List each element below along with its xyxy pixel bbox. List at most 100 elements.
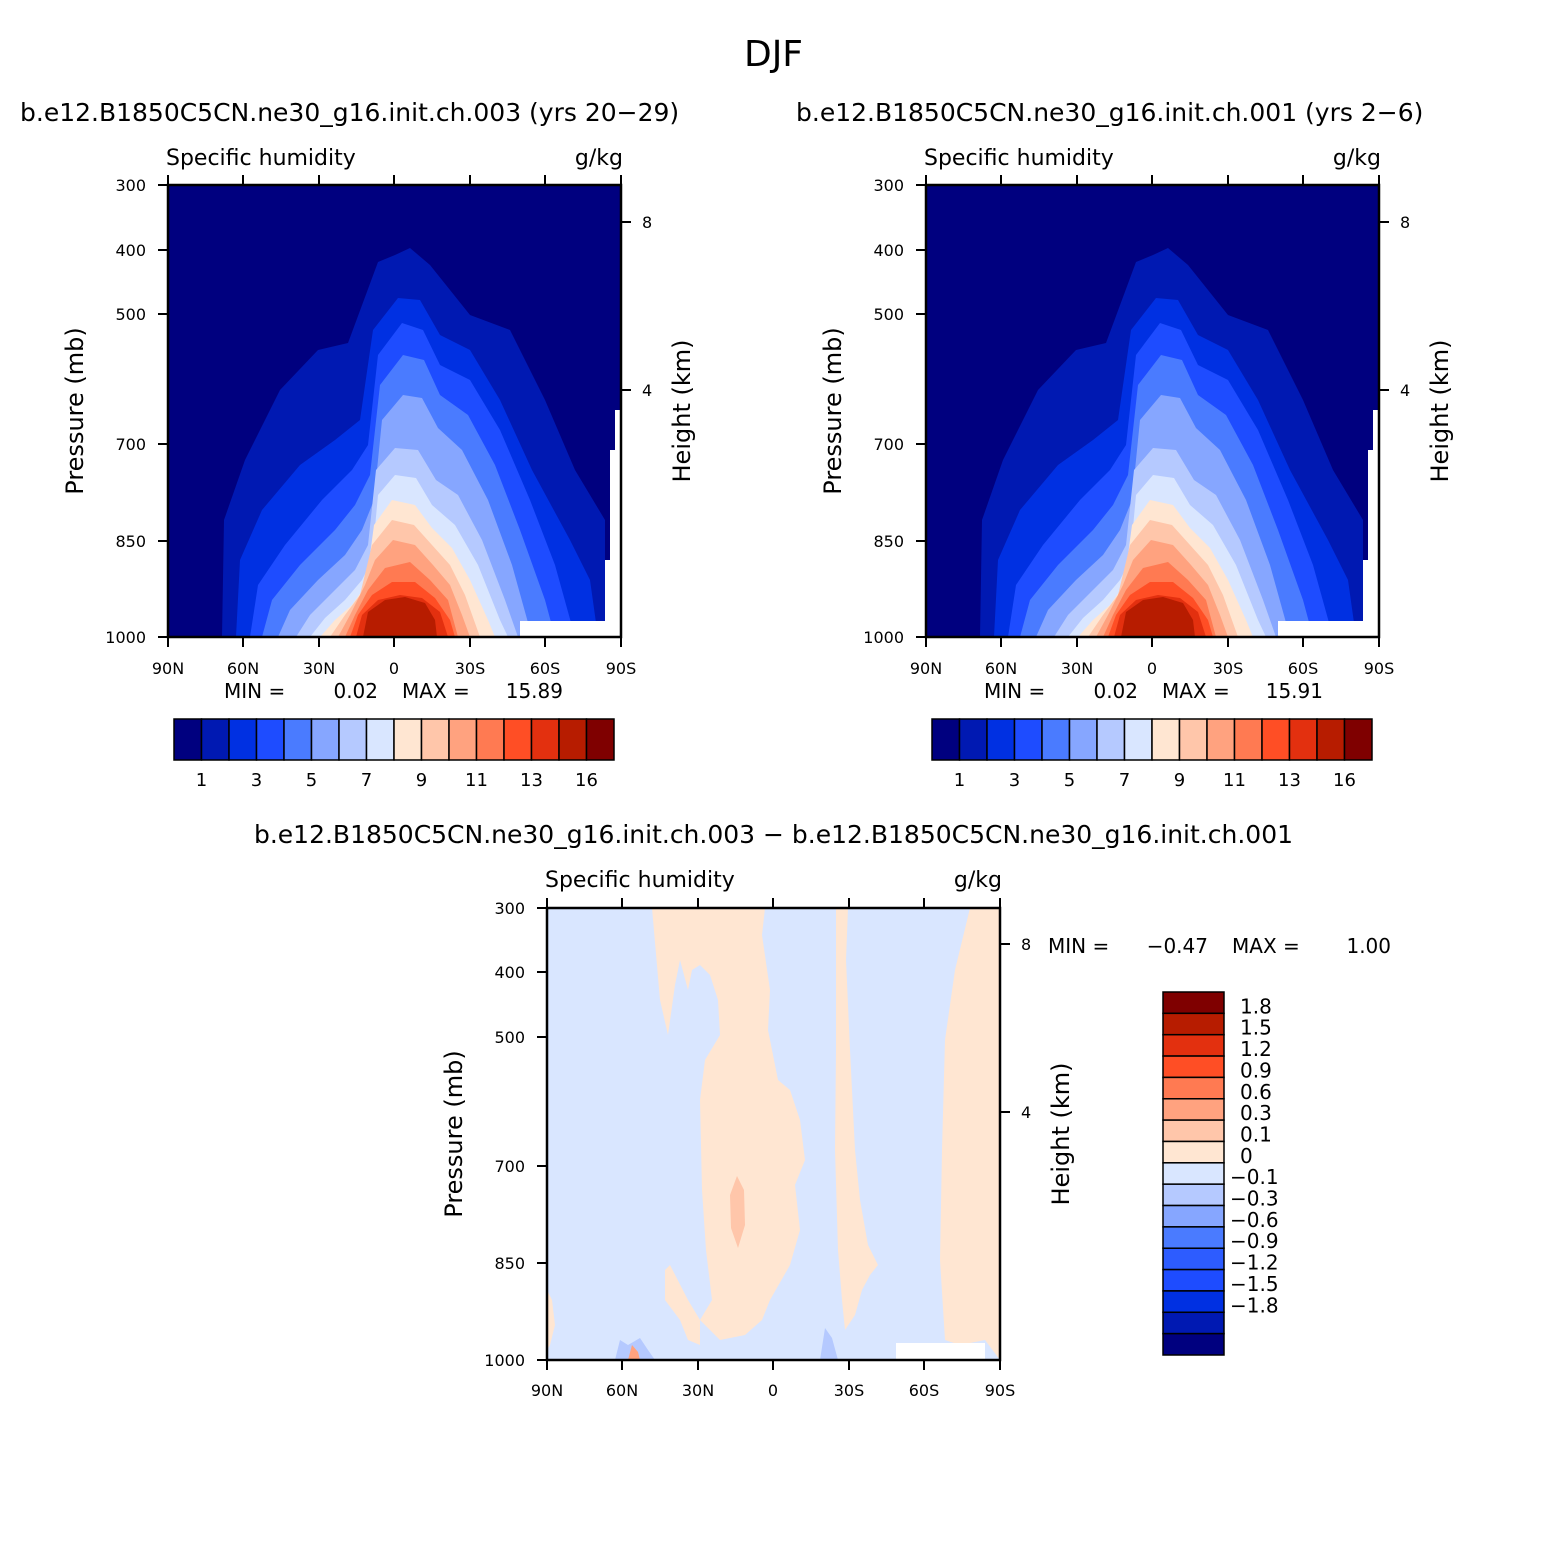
panel2-height-8: 8 [1400,213,1410,232]
panel2-colorbar-swatch [1068,718,1098,761]
panel1-min-label: MIN = [224,679,285,703]
panel3-xtick-60S: 60S [909,1381,940,1400]
panel3-surface-negative-2 [820,1328,838,1360]
panel3-positive-band-2 [835,908,878,1330]
panel3-left-edge [547,1290,555,1350]
panel2-plot [916,175,1389,647]
panel3-positive-spot [730,1176,745,1248]
panel2-x-tick-labels: 90N 60N 30N 0 30S 60S 90S [910,659,1394,678]
panel1-missing-region [520,410,621,637]
panel1-min-value: 0.02 [333,679,378,703]
panel2-xtick-60N: 60N [985,659,1017,678]
panel1-colorbar-swatch [338,718,368,761]
panel1-case-title: b.e12.B1850C5CN.ne30_g16.init.ch.003 (yr… [20,98,680,127]
panel2-ytick-1000: 1000 [863,628,904,647]
panel3-colorbar-label: −0.3 [1230,1187,1279,1211]
panel2-missing-region [1278,410,1379,637]
panel1-xtick-90S: 90S [606,659,637,678]
panel2-xtick-0: 0 [1147,659,1157,678]
panel3-ytick-1000: 1000 [484,1351,525,1370]
panel2-max-value: 15.91 [1266,679,1323,703]
panel2-ytick-300: 300 [873,176,904,195]
panel3-plot [537,898,1010,1370]
panel3-height-4: 4 [1021,1103,1031,1122]
panel2-colorbar-label: 9 [1174,770,1185,791]
panel1-xtick-30S: 30S [455,659,486,678]
panel3-colorbar-label: 1.2 [1240,1037,1272,1061]
panel2-ticks [916,175,1389,647]
panel3-min-label: MIN = [1048,934,1109,958]
panel3-xtick-90N: 90N [531,1381,563,1400]
panel1-colorbar-swatch [475,718,505,761]
panel3-x-tick-labels: 90N 60N 30N 0 30S 60S 90S [531,1381,1015,1400]
panel3-colorbar-swatch [1162,1140,1225,1164]
panel3-colorbar-label: −0.6 [1230,1208,1279,1232]
panel3-colorbar-swatch [1162,1226,1225,1249]
panel2-colorbar-swatch [1123,718,1153,761]
panel3-ytick-300: 300 [494,899,525,918]
panel2-colorbar-label: 1 [954,770,965,791]
panel2-contours [926,185,1379,637]
panel3-ticks [537,898,1010,1370]
panel2-y-right-tick-labels: 8 4 [1400,213,1410,400]
panel3-colorbar-swatch [1162,991,1225,1015]
panel2-colorbar-swatch [1233,718,1263,761]
panel1-ytick-400: 400 [115,241,146,260]
panel1-colorbar-swatch [393,718,423,761]
panel1-colorbar-label: 1 [196,770,207,791]
panel1-colorbar-label: 11 [465,770,488,791]
panel1-colorbar-swatch [365,718,395,761]
panel1-ytick-850: 850 [115,532,146,551]
panel1-y-right-tick-labels: 8 4 [642,213,652,400]
panel3-case-title: b.e12.B1850C5CN.ne30_g16.init.ch.003 − b… [253,820,1294,849]
panel3-xtick-0: 0 [768,1381,778,1400]
panel3-surface-positive [628,1345,640,1360]
panel1-ytick-1000: 1000 [105,628,146,647]
panel3-units: g/kg [954,868,1002,893]
panel1-colorbar-label: 13 [520,770,543,791]
panel3-colorbar-swatch [1162,1162,1225,1185]
panel1-colorbar-swatch [585,718,615,761]
panel1-ylabel: Pressure (mb) [61,327,89,494]
panel3-colorbar-label: 0.3 [1240,1101,1272,1125]
panel3-colorbar: 1.81.51.20.90.60.30.10−0.1−0.3−0.6−0.9−1… [1162,991,1279,1356]
panel3-colorbar-swatch [1162,1098,1225,1121]
panel1-colorbar-label: 3 [251,770,262,791]
panel3-colorbar-label: 0.6 [1240,1080,1272,1104]
panel3-ytick-850: 850 [494,1254,525,1273]
panel3-colorbar-label: 1.5 [1240,1016,1272,1040]
panel1-colorbar-swatch [173,718,203,761]
panel3-var-label: Specific humidity [545,868,735,893]
panel3-colorbar-swatch [1162,1012,1225,1036]
panel3-colorbar-label: 1.8 [1240,994,1272,1018]
panel2-colorbar-swatch [1261,718,1291,761]
panel1-colorbar-swatch [448,718,478,761]
panel2-var-label: Specific humidity [924,146,1114,171]
panel1-colorbar-swatch [420,718,450,761]
panel3-colorbar-label: −0.9 [1230,1229,1279,1253]
panel3-colorbar-swatch [1162,1204,1225,1228]
panel2-colorbar-swatch [1288,718,1318,761]
panel1-colorbar-label: 7 [361,770,372,791]
panel1-units: g/kg [575,146,623,171]
panel1-ytick-500: 500 [115,305,146,324]
panel1-xtick-0: 0 [389,659,399,678]
panel2-ylabel-right: Height (km) [1426,340,1454,483]
figure-title: DJF [743,34,804,75]
panel2-ytick-400: 400 [873,241,904,260]
panel3-ylabel: Pressure (mb) [440,1050,468,1217]
panel2-colorbar-swatch [1013,718,1043,761]
panel3-colorbar-swatch [1162,1311,1225,1335]
panel3-colorbar-label: −1.2 [1230,1251,1279,1275]
panel3-colorbar-swatch [1162,1247,1225,1271]
panel2-height-4: 4 [1400,381,1410,400]
panel1-ytick-700: 700 [115,435,146,454]
panel3-colorbar-label: 0.1 [1240,1122,1272,1146]
panel1-xtick-60S: 60S [530,659,561,678]
panel2-colorbar-label: 16 [1333,770,1356,791]
panel1-ytick-300: 300 [115,176,146,195]
panel1-contours [168,185,621,637]
panel1-colorbar-swatch [503,718,533,761]
panel3-max-value: 1.00 [1346,934,1391,958]
